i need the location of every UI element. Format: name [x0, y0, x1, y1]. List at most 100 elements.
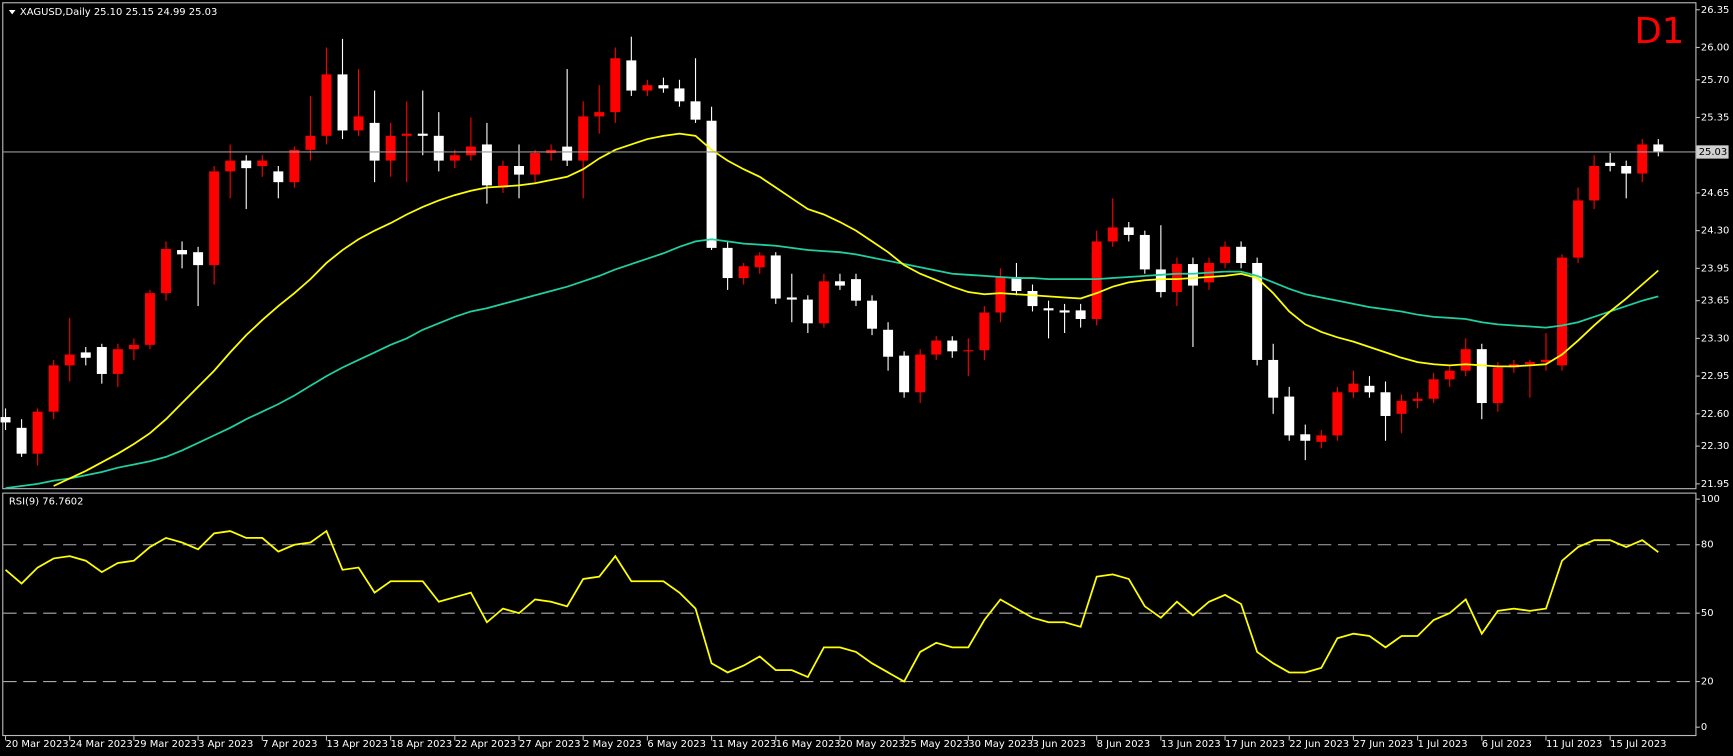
y-tick-label: 80 [1701, 540, 1714, 551]
candle-body [1524, 362, 1535, 365]
y-tick-label: 24.65 [1701, 188, 1729, 199]
candle-body [1540, 359, 1551, 363]
candle-body [1476, 349, 1487, 404]
chart-title: XAGUSD,Daily 25.10 25.15 24.99 25.03 [20, 7, 217, 18]
x-tick-label: 22 Jun 2023 [1289, 739, 1349, 750]
candle-body [1589, 165, 1600, 201]
candle-body [786, 297, 797, 300]
candle-body [1107, 227, 1118, 242]
candle-body [241, 160, 252, 169]
candle-body [1621, 165, 1632, 174]
candle-body [1043, 308, 1054, 311]
candle-body [337, 74, 348, 131]
candle-body [1460, 349, 1471, 371]
x-tick-label: 15 Jul 2023 [1610, 739, 1666, 750]
candle-body [851, 279, 861, 301]
candle-body [273, 171, 284, 183]
y-tick-label: 22.30 [1701, 441, 1729, 452]
candle-body [674, 88, 685, 102]
x-tick-label: 16 May 2023 [776, 739, 841, 750]
candle-body [48, 365, 59, 412]
candle-body [915, 354, 926, 393]
x-tick-label: 30 May 2023 [968, 739, 1033, 750]
y-tick-label: 25.70 [1701, 75, 1729, 86]
x-tick-label: 20 May 2023 [840, 739, 905, 750]
y-tick-label: 50 [1701, 608, 1714, 619]
menu-arrow [8, 9, 16, 15]
candle-body [578, 116, 589, 161]
candle-body [1236, 246, 1247, 263]
timeframe: D1 [1635, 11, 1685, 52]
price-pane [2, 2, 1697, 490]
candle-body [1492, 367, 1503, 404]
candle-body [1300, 434, 1311, 441]
candle-body [626, 60, 637, 91]
candle-body [80, 352, 91, 358]
candle-body [369, 122, 380, 161]
candle-body [1171, 264, 1182, 293]
candle-body [867, 300, 878, 329]
y-tick-label: 23.65 [1701, 296, 1729, 307]
candle-body [818, 281, 829, 324]
candle-body [0, 417, 11, 423]
rsi-line [4, 529, 1659, 683]
candle-body [449, 155, 460, 161]
candle-body [32, 411, 43, 454]
candle-body [690, 101, 701, 120]
candle-body [112, 349, 123, 374]
candle-body [1412, 398, 1423, 401]
x-tick-label: 6 Jul 2023 [1482, 739, 1532, 750]
candle-body [1011, 276, 1022, 291]
candle-body [1091, 241, 1102, 319]
candle-body [1380, 392, 1391, 416]
rsi-label: RSI(9) 76.7602 [9, 496, 84, 507]
y-tick-label: 20 [1701, 677, 1714, 688]
candle-body [530, 153, 541, 175]
rsi-name: RSI(9) [9, 496, 39, 507]
candle-body [96, 347, 107, 374]
y-tick-label: 26.00 [1701, 42, 1729, 53]
candle-body [642, 85, 653, 91]
candle-body [770, 255, 781, 299]
rsi-value: 76.7602 [42, 496, 83, 507]
y-tick-label: 0 [1701, 722, 1707, 733]
candle-body [1428, 379, 1439, 399]
candle-body [931, 340, 942, 355]
x-tick-label: 2 May 2023 [583, 739, 642, 750]
candle-body [1444, 370, 1455, 380]
x-tick-label: 25 May 2023 [904, 739, 969, 750]
candle-body [738, 266, 749, 279]
x-tick-label: 29 Mar 2023 [134, 739, 197, 750]
candle-body [1364, 385, 1375, 393]
x-tick-label: 24 Mar 2023 [70, 739, 133, 750]
candle-body [562, 146, 573, 161]
x-tick-label: 7 Apr 2023 [262, 739, 317, 750]
x-tick-label: 27 Apr 2023 [519, 739, 581, 750]
candle-body [321, 74, 332, 136]
candle-body [610, 58, 621, 113]
y-tick-label: 25.35 [1701, 113, 1729, 124]
y-tick-label: 21.95 [1701, 479, 1729, 490]
x-tick-label: 27 Jun 2023 [1353, 739, 1413, 750]
x-tick-label: 22 Apr 2023 [455, 739, 517, 750]
candle-body [128, 344, 139, 350]
candle-body [706, 120, 717, 248]
x-tick-label: 17 Jun 2023 [1225, 739, 1285, 750]
x-tick-label: 18 Apr 2023 [391, 739, 453, 750]
candle-body [64, 354, 75, 366]
candle-body [385, 135, 396, 161]
candle-body [802, 299, 813, 324]
y-tick-label: 22.95 [1701, 371, 1729, 382]
candle-body [1396, 400, 1407, 414]
x-tick-label: 6 May 2023 [647, 739, 706, 750]
candle-body [834, 281, 845, 286]
candle-body [1059, 310, 1070, 313]
candle-body [305, 135, 316, 150]
candle-body [883, 329, 894, 357]
candle-body [594, 112, 605, 117]
candle-body [1637, 144, 1648, 174]
candle-body [514, 165, 524, 175]
candle-body [481, 144, 492, 186]
